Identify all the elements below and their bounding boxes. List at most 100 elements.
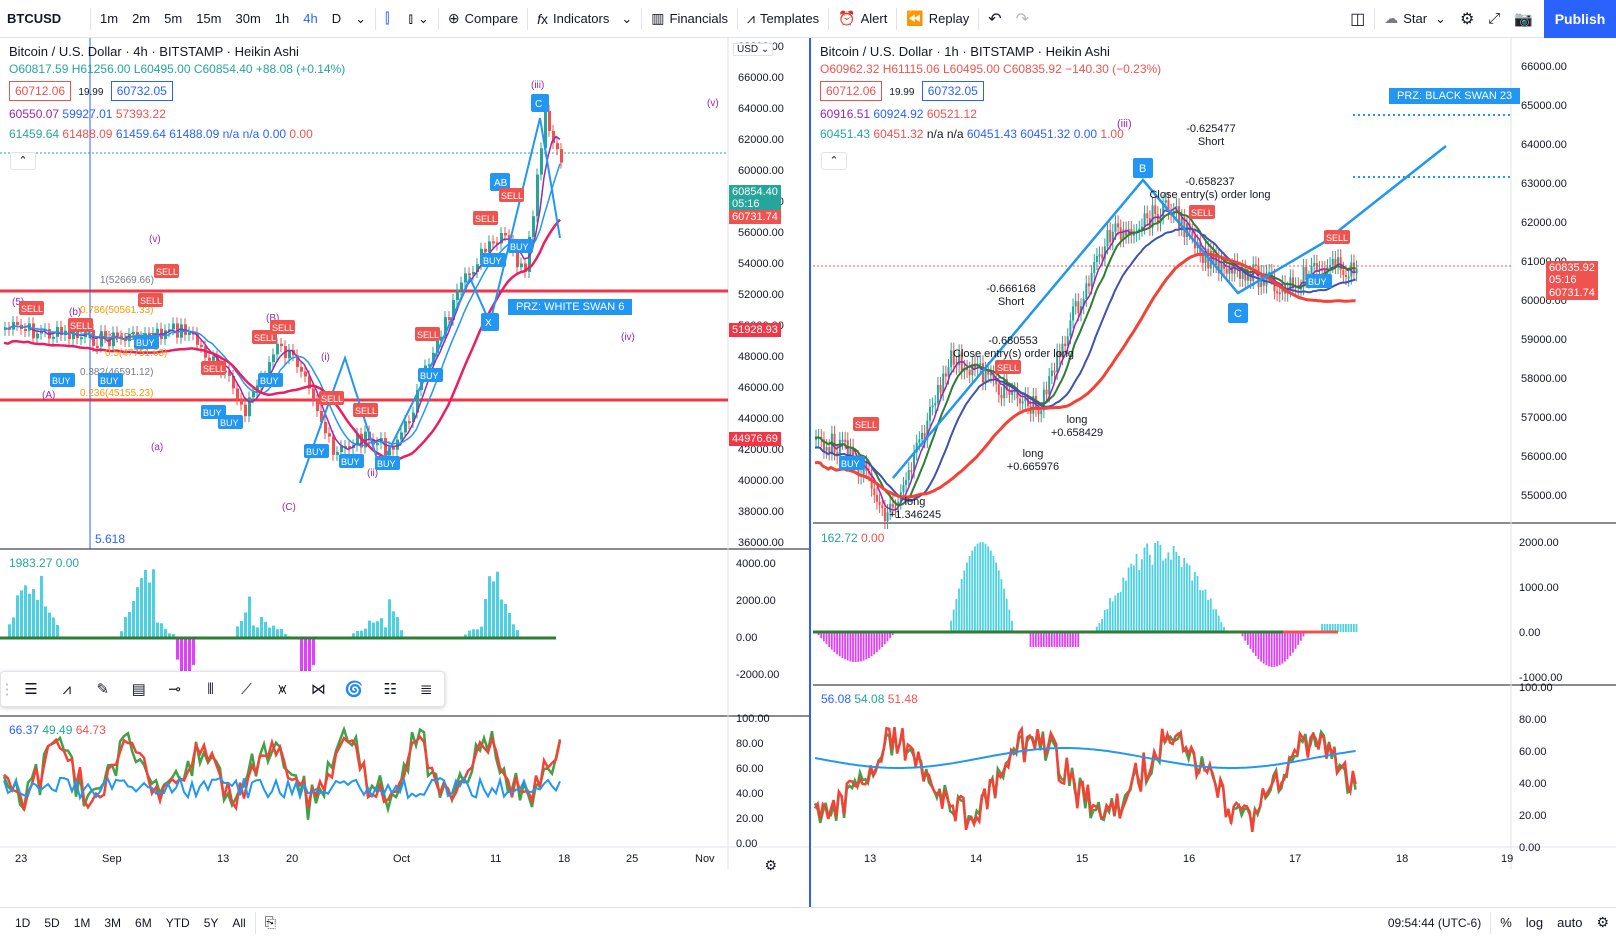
right-symbol-title[interactable]: Bitcoin / U.S. Dollar · 1h · BITSTAMP · …: [820, 44, 1110, 59]
osc-value: 162.72: [821, 531, 858, 545]
tool-channel-icon[interactable]: ▤: [131, 681, 146, 698]
currency-selector[interactable]: USD ⌄: [733, 43, 774, 56]
buy-signal: [50, 373, 75, 387]
interval-dropdown[interactable]: ⌄: [348, 0, 373, 38]
range-all[interactable]: All: [232, 915, 246, 930]
auto-scale-toggle[interactable]: auto: [1557, 915, 1583, 930]
chart-pane-right[interactable]: 66000.00 65000.00 64000.00 63000.00 62000.00…: [813, 38, 1616, 907]
compare-button[interactable]: ⊕ Compare: [441, 0, 525, 38]
osc-bar: [1045, 632, 1048, 647]
tool-elliott-icon[interactable]: ⩙: [278, 680, 287, 698]
collapse-legend-button[interactable]: ⌃: [821, 152, 847, 170]
interval-1m[interactable]: 1m: [100, 11, 119, 26]
candle-body: [396, 439, 399, 450]
tool-abcd-icon[interactable]: ⩘: [62, 680, 72, 698]
right-buy-price[interactable]: 60732.05: [921, 81, 984, 101]
goto-date-button[interactable]: ⎘: [258, 914, 283, 931]
right-sell-price[interactable]: 60712.06: [820, 81, 883, 101]
templates-button[interactable]: ⩘ Templates: [740, 0, 826, 38]
buy-signal: [304, 444, 329, 458]
tool-pattern-icon[interactable]: ⋈: [310, 681, 326, 698]
tool-spiral-icon[interactable]: 🌀: [344, 681, 364, 698]
interval-1h[interactable]: 1h: [274, 11, 290, 26]
interval-2m[interactable]: 2m: [132, 11, 151, 26]
candle-body: [68, 330, 71, 340]
right-annotation-short-1: -0.625477 Short: [1179, 123, 1243, 149]
tool-trendline-icon[interactable]: ⟋: [241, 680, 252, 698]
indicators-button[interactable]: fx Indicators ⌄: [530, 0, 639, 38]
osc-bar: [128, 611, 131, 638]
range-1d[interactable]: 1D: [15, 915, 31, 930]
interval-15m[interactable]: 15m: [196, 11, 222, 26]
fullscreen-button[interactable]: ⤢: [1481, 0, 1507, 38]
left-chart-canvas[interactable]: 68000.0066000.0064000.0062000.0060000.00…: [0, 38, 811, 907]
undo-button[interactable]: ↶: [981, 0, 1008, 38]
right-spread: 19.99: [889, 87, 915, 98]
publish-button[interactable]: Publish: [1544, 0, 1616, 38]
star-button[interactable]: ☁ Star ⌄: [1377, 0, 1453, 38]
percent-scale-toggle[interactable]: %: [1500, 915, 1512, 930]
left-sell-price[interactable]: 60712.06: [9, 81, 72, 101]
log-scale-toggle[interactable]: log: [1525, 915, 1544, 930]
settings-button[interactable]: ⚙: [1453, 0, 1481, 38]
ma-value: 57393.22: [115, 107, 166, 121]
redo-button[interactable]: ↷: [1009, 0, 1036, 38]
left-symbol-title[interactable]: Bitcoin / U.S. Dollar · 4h · BITSTAMP · …: [9, 44, 299, 59]
sell-signal: [1189, 205, 1215, 219]
osc-bar: [1053, 632, 1056, 647]
tool-gann-icon[interactable]: ≣: [419, 681, 433, 698]
right-prz-label[interactable]: PRZ: BLACK SWAN 23: [1389, 88, 1521, 104]
osc-bar: [1170, 559, 1172, 632]
tool-hline-icon[interactable]: ⊸: [168, 681, 181, 698]
osc-bar: [504, 603, 507, 638]
interval-d[interactable]: D: [331, 11, 342, 26]
collapse-legend-button[interactable]: ⌃: [10, 152, 36, 170]
tool-fib-icon[interactable]: ☷: [383, 681, 397, 698]
interval-4h[interactable]: 4h: [303, 11, 318, 26]
left-buy-price[interactable]: 60732.05: [110, 81, 173, 101]
clock-timezone[interactable]: 09:54:44 (UTC-6): [1387, 915, 1482, 930]
candle-body: [958, 352, 961, 365]
range-1m[interactable]: 1M: [73, 915, 91, 930]
osc-bar: [1220, 622, 1223, 632]
range-3m[interactable]: 3M: [104, 915, 122, 930]
tool-vlines-icon[interactable]: ⦀: [207, 680, 214, 698]
chart-type-candles-button[interactable]: ⫾ ⌄: [402, 0, 436, 38]
layout-button[interactable]: ◫: [1343, 0, 1372, 38]
osc-bar: [1276, 632, 1278, 667]
osc-bar: [12, 617, 15, 638]
osc-bar: [236, 626, 239, 638]
candle-body: [560, 149, 563, 163]
annotation-label: long: [1022, 448, 1044, 460]
wave-label: (A): [42, 390, 55, 401]
candle-body: [1098, 254, 1101, 257]
alert-button[interactable]: ⏰ Alert: [831, 0, 894, 38]
financials-button[interactable]: ▥ Financials: [644, 0, 735, 38]
scale-settings-button[interactable]: ⚙: [1589, 914, 1616, 931]
candle-body: [833, 433, 836, 453]
candle-body: [552, 130, 555, 144]
drag-handle[interactable]: ⋮: [0, 681, 15, 698]
right-chart-canvas[interactable]: 66000.00 65000.00 64000.00 63000.00 62000.00…: [813, 38, 1616, 907]
osc-bar: [364, 628, 367, 638]
symbol-search[interactable]: BTCUSD: [7, 11, 62, 26]
range-6m[interactable]: 6M: [135, 915, 152, 930]
snapshot-button[interactable]: 📷: [1507, 0, 1540, 38]
range-5y[interactable]: 5Y: [203, 915, 219, 930]
tool-lines-icon[interactable]: ☰: [24, 681, 38, 698]
candle-body: [1231, 266, 1234, 274]
drawing-toolbar[interactable]: ⋮ ☰ ⩘ ✎ ▤ ⊸ ⦀ ⟋ ⩙ ⋈ 🌀 ☷ ≣: [0, 671, 445, 707]
interval-5m[interactable]: 5m: [164, 11, 183, 26]
left-prz-label[interactable]: PRZ: WHITE SWAN 6: [508, 299, 633, 315]
left-axis-settings-button[interactable]: ⚙: [764, 857, 777, 874]
candle-body: [1278, 292, 1281, 295]
osc-bar: [148, 582, 151, 638]
range-5d[interactable]: 5D: [44, 915, 60, 930]
replay-button[interactable]: ⏪ Replay: [899, 0, 976, 38]
divider: [1490, 911, 1492, 934]
tool-brush-icon[interactable]: ✎: [96, 681, 110, 698]
chart-pane-left[interactable]: 68000.0066000.0064000.0062000.0060000.00…: [0, 38, 811, 907]
chart-type-bars-button[interactable]: ⫿: [378, 0, 401, 38]
interval-30m[interactable]: 30m: [235, 11, 261, 26]
range-ytd[interactable]: YTD: [165, 915, 190, 930]
